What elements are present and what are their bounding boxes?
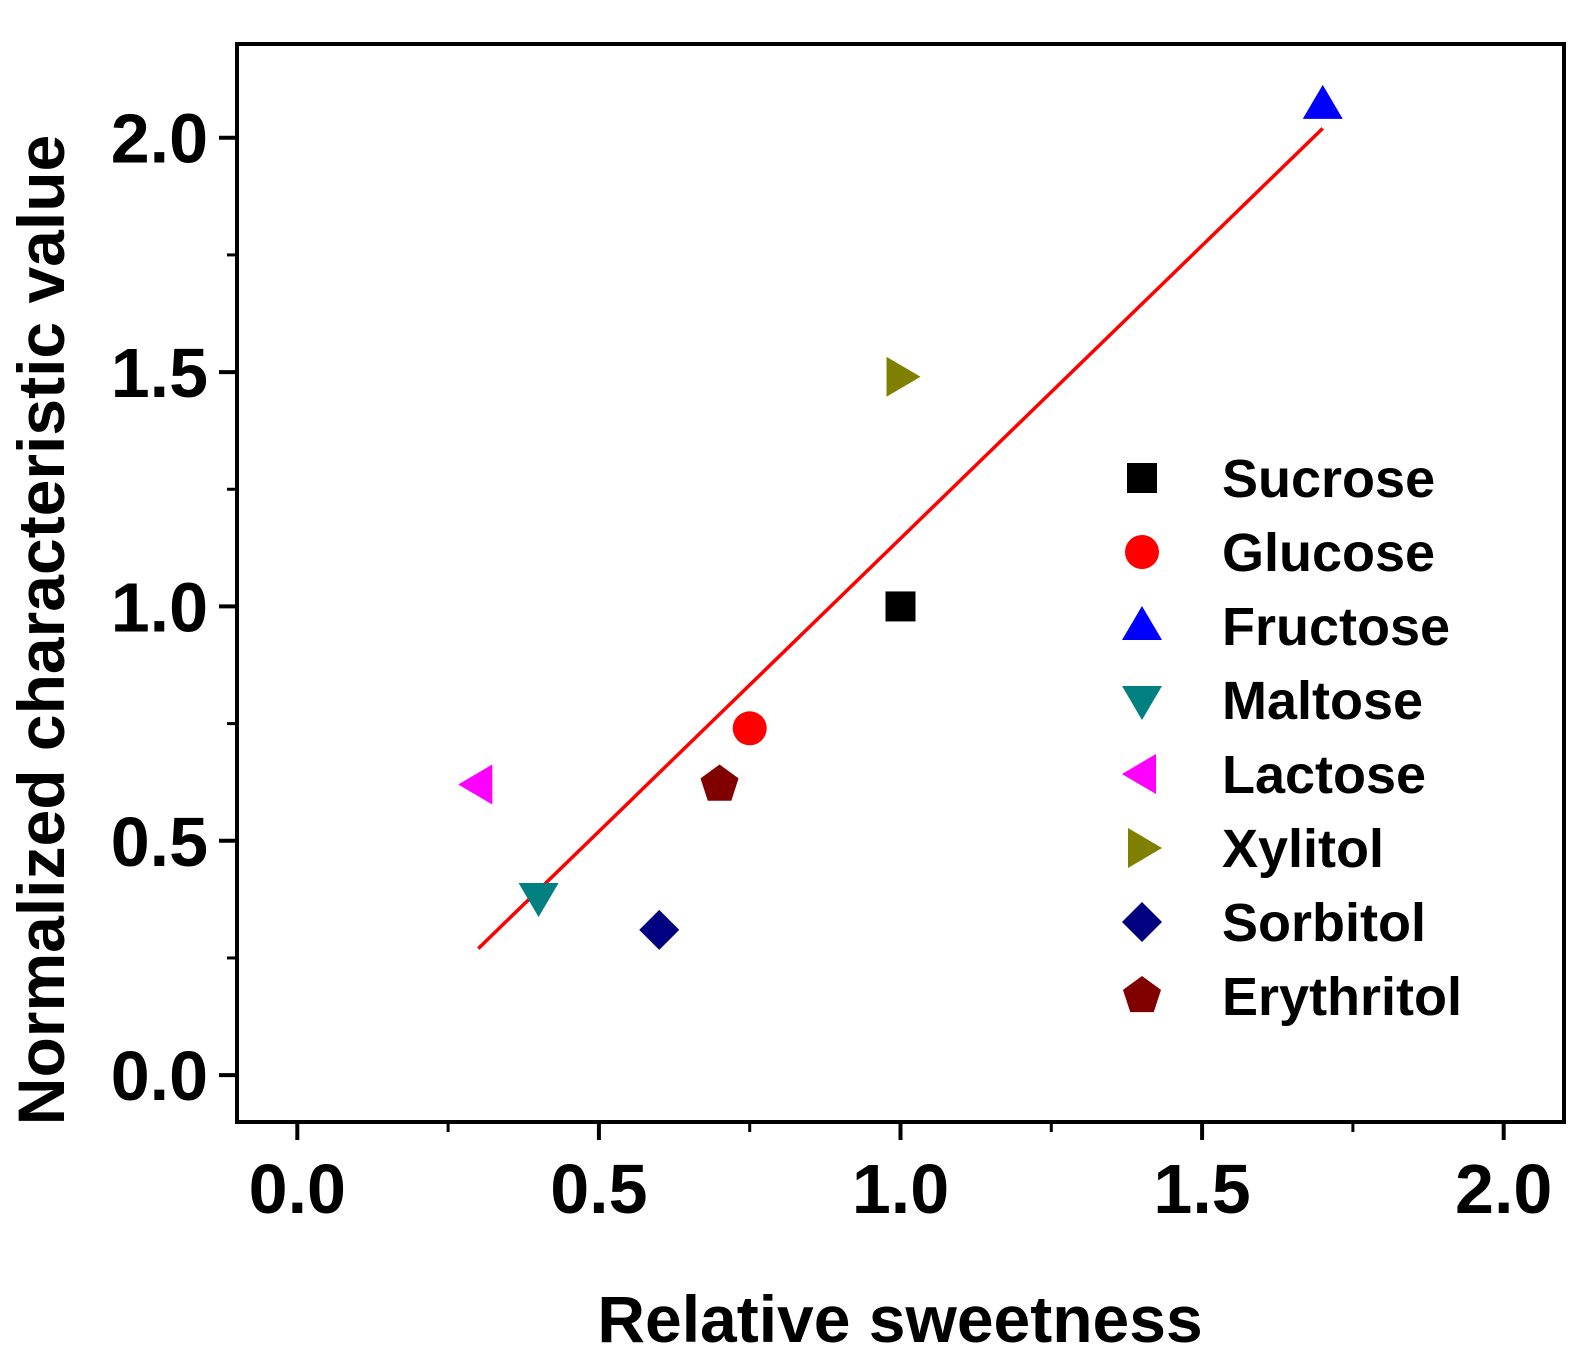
legend-marker-sorbitol: [1122, 902, 1162, 942]
data-points: [458, 84, 1343, 950]
x-axis: 0.0 0.5 1.0 1.5 2.0: [249, 1122, 1552, 1228]
plot-frame: [235, 42, 1566, 1124]
x-tick-label: 1.5: [1153, 1150, 1250, 1228]
y-axis: 0.0 0.5 1.0 1.5 2.0: [111, 100, 237, 1115]
legend-label-maltose: Maltose: [1222, 671, 1423, 731]
legend-label-sorbitol: Sorbitol: [1222, 893, 1426, 953]
legend-marker-lactose: [1122, 754, 1156, 794]
point-xylitol: [886, 356, 921, 397]
point-glucose: [732, 711, 767, 746]
legend-label-sucrose: Sucrose: [1222, 449, 1435, 509]
x-tick-label: 2.0: [1455, 1150, 1552, 1228]
legend-label-xylitol: Xylitol: [1222, 819, 1384, 879]
x-tick-label: 1.0: [852, 1150, 949, 1228]
y-tick-label: 1.5: [111, 334, 208, 412]
point-maltose: [518, 883, 559, 918]
y-tick-label: 0.5: [111, 803, 208, 881]
fit-line: [477, 127, 1324, 950]
point-erythritol: [700, 764, 739, 801]
x-tick-label: 0.0: [249, 1150, 346, 1228]
legend-marker-erythritol: [1122, 976, 1162, 1013]
legend-marker-fructose: [1122, 606, 1162, 640]
legend-label-fructose: Fructose: [1222, 597, 1450, 657]
point-sucrose: [885, 591, 916, 622]
legend-label-glucose: Glucose: [1222, 523, 1435, 583]
legend-marker-sucrose: [1127, 463, 1157, 493]
y-tick-label: 2.0: [111, 100, 208, 178]
point-fructose: [1302, 84, 1343, 119]
point-lactose: [458, 764, 493, 805]
point-sorbitol: [639, 909, 680, 950]
x-tick-label: 0.5: [550, 1150, 647, 1228]
y-axis-title: Normalized characteristic value: [4, 135, 78, 1125]
legend-marker-maltose: [1122, 686, 1162, 720]
legend: Sucrose Glucose Fructose Maltose Lactose Xyli…: [1122, 449, 1462, 1027]
legend-marker-xylitol: [1128, 828, 1162, 868]
x-axis-title: Relative sweetness: [597, 1282, 1202, 1356]
y-tick-label: 1.0: [111, 568, 208, 646]
legend-label-lactose: Lactose: [1222, 745, 1426, 805]
legend-marker-glucose: [1125, 535, 1159, 569]
legend-label-erythritol: Erythritol: [1222, 967, 1462, 1027]
y-tick-label: 0.0: [111, 1037, 208, 1115]
